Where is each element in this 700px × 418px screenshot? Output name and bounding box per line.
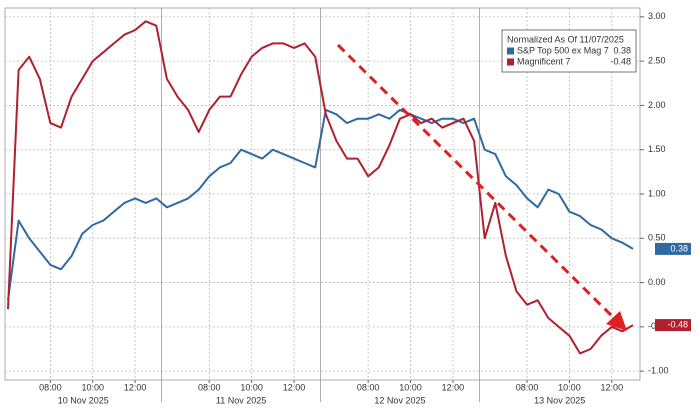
legend-box xyxy=(501,29,637,73)
y-tick-label: -1.00 xyxy=(648,366,669,376)
day-label: 11 Nov 2025 xyxy=(216,395,266,405)
legend-swatch xyxy=(507,47,514,55)
x-tick-label: 10:00 xyxy=(399,382,422,392)
y-tick-label: 1.50 xyxy=(648,144,666,154)
series-line xyxy=(7,108,634,301)
series-line xyxy=(7,20,634,355)
x-tick-label: 08:00 xyxy=(516,382,539,392)
y-tick-label: 0.00 xyxy=(648,277,666,287)
x-tick-label: 08:00 xyxy=(39,382,62,392)
legend-swatch xyxy=(507,58,514,66)
day-label: 13 Nov 2025 xyxy=(534,395,585,405)
last-value-label: 0.38 xyxy=(670,243,688,253)
legend-label: Magnificent 7 xyxy=(517,56,571,66)
last-value-label: -0.48 xyxy=(667,319,688,329)
x-tick-label: 12:00 xyxy=(283,382,306,392)
axis: 3.002.502.001.501.000.500.00-0.50-1.0008… xyxy=(39,11,691,405)
arrow-head xyxy=(606,311,627,331)
x-tick-label: 12:00 xyxy=(442,382,465,392)
legend: Normalized As Of 11/07/2025 xyxy=(501,29,637,73)
legend-label: S&P Top 500 ex Mag 7 xyxy=(517,45,609,55)
trend-arrow xyxy=(336,43,620,324)
x-tick-label: 10:00 xyxy=(81,382,104,392)
y-tick-label: 2.00 xyxy=(648,100,666,110)
y-tick-label: 3.00 xyxy=(648,11,666,21)
day-label: 12 Nov 2025 xyxy=(374,395,425,405)
last-value-tag xyxy=(655,319,691,332)
x-tick-label: 10:00 xyxy=(240,382,263,392)
y-tick-label: 1.00 xyxy=(648,188,666,198)
legend-value: -0.48 xyxy=(610,56,631,66)
y-tick-label: 0.50 xyxy=(648,233,666,243)
x-tick-label: 12:00 xyxy=(124,382,147,392)
legend-title: Normalized As Of 11/07/2025 xyxy=(507,34,624,44)
x-tick-label: 12:00 xyxy=(601,382,624,392)
x-tick-label: 08:00 xyxy=(357,382,380,392)
x-tick-label: 08:00 xyxy=(198,382,221,392)
legend-value: 0.38 xyxy=(613,45,631,55)
y-tick-label: 2.50 xyxy=(648,56,666,66)
lines xyxy=(7,20,634,355)
day-label: 10 Nov 2025 xyxy=(58,395,109,405)
x-tick-label: 10:00 xyxy=(558,382,581,392)
last-value-tag xyxy=(655,242,691,255)
